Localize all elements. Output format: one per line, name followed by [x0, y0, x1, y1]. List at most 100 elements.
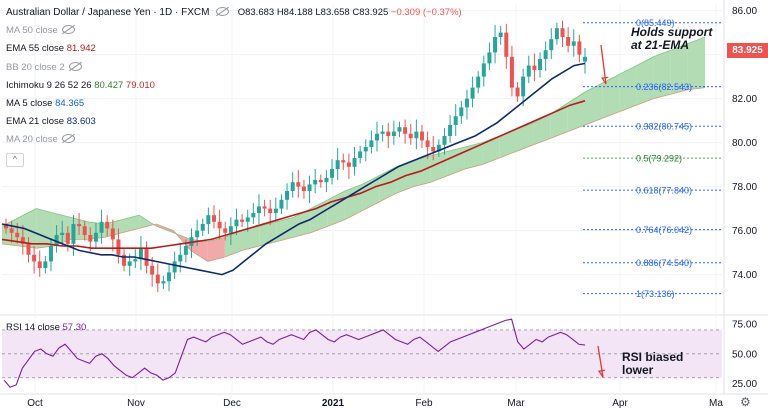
ema21-line — [1, 62, 586, 276]
candle-body — [54, 235, 59, 246]
candle-body — [509, 56, 514, 88]
candle — [493, 24, 498, 64]
candle — [26, 237, 31, 263]
candle — [178, 242, 183, 273]
time-tick-label: Feb — [415, 398, 433, 409]
candle — [60, 220, 65, 246]
hidden-eye-icon[interactable] — [61, 134, 75, 144]
legend-ma20[interactable]: MA 20 close — [6, 131, 462, 149]
settings-gear-icon[interactable]: ⚙ — [740, 395, 751, 409]
candle-body — [419, 131, 424, 141]
fibonacci-levels: 0(85.449) 0.236(82.543) 0.382(80.745) 0.5(7… — [583, 18, 723, 299]
candle-body — [341, 160, 346, 163]
candle — [307, 175, 312, 204]
candle-body — [217, 221, 222, 229]
rsi-tick-label: 50.00 — [732, 349, 757, 360]
legend-ema55[interactable]: EMA 55 close 81.942 — [6, 40, 462, 58]
cloud-segment — [224, 230, 243, 257]
candle-body — [543, 50, 548, 59]
legend-ma50[interactable]: MA 50 close — [6, 22, 462, 40]
candle — [93, 222, 98, 249]
candle-body — [155, 274, 160, 284]
symbol-row: Australian Dollar / Japanese Yen · 1D · … — [6, 4, 462, 22]
candle-body — [324, 177, 329, 183]
candle-body — [223, 228, 228, 233]
ohlc-close: C83.925 — [352, 7, 389, 18]
ohlc-high: H84.188 — [276, 7, 313, 18]
legend-ema21[interactable]: EMA 21 close 83.603 — [6, 113, 462, 131]
candle-body — [330, 169, 335, 178]
candle — [285, 183, 290, 210]
candle — [346, 153, 351, 179]
annotation-arrows — [597, 44, 609, 378]
candle-body — [318, 180, 323, 183]
ma20-label: MA 20 close — [6, 134, 58, 146]
candle-body — [566, 37, 571, 46]
price-tick-label: 86.00 — [732, 6, 757, 17]
candle-body — [352, 158, 357, 167]
candle — [133, 249, 138, 268]
candle-body — [48, 246, 53, 262]
candle-body — [285, 191, 290, 200]
candle — [380, 125, 385, 142]
candle-body — [256, 206, 261, 213]
candle-body — [375, 133, 380, 141]
candle-body — [296, 182, 301, 187]
candle-body — [313, 180, 318, 185]
candle-body — [161, 281, 166, 284]
candle-body — [583, 56, 587, 62]
time-tick-label: Nov — [127, 398, 145, 409]
candle-body — [206, 215, 211, 224]
ema55-label: EMA 55 close — [6, 43, 65, 55]
candle-body — [88, 235, 93, 242]
candle — [251, 203, 256, 224]
candle-body — [99, 221, 104, 233]
candle — [571, 29, 576, 57]
support-annotation-line1: Holds support — [631, 25, 713, 39]
candle — [43, 255, 48, 274]
legend-bb20[interactable]: BB 20 close 2 — [6, 59, 462, 77]
hidden-eye-icon[interactable] — [68, 61, 82, 71]
fib-label: 0.382(80.745) — [636, 122, 692, 132]
candle-body — [487, 52, 492, 64]
candle-body — [335, 160, 340, 169]
candle — [397, 121, 402, 138]
candle-body — [515, 87, 520, 97]
candle-body — [183, 246, 188, 255]
hidden-eye-icon[interactable] — [61, 25, 75, 35]
candle — [20, 225, 25, 255]
candle-body — [279, 199, 284, 209]
fib-label: 0.886(74.540) — [636, 258, 692, 268]
legend-ma5[interactable]: MA 5 close 84.365 — [6, 95, 462, 113]
candle — [403, 119, 408, 144]
collapse-legend-icon[interactable]: ^ — [6, 152, 24, 167]
candle-body — [60, 232, 65, 235]
candle — [110, 219, 115, 252]
candle — [549, 28, 554, 59]
eye-icon[interactable] — [216, 7, 230, 16]
candle-body — [290, 182, 295, 191]
candle-body — [493, 37, 498, 53]
legend-ichimoku[interactable]: Ichimoku 9 26 52 26 80.427 79.010 — [6, 77, 462, 95]
candle-body — [448, 125, 453, 136]
cloud-span-a — [1, 36, 706, 243]
ohlc-open: O83.683 — [237, 7, 275, 18]
candle-body — [15, 232, 20, 238]
candle-body — [363, 147, 368, 152]
candle — [554, 22, 559, 45]
candle — [262, 199, 267, 217]
candle — [313, 169, 318, 194]
cloud-segment — [190, 239, 208, 262]
candle — [54, 225, 59, 253]
candle — [223, 221, 228, 241]
candle-body — [178, 254, 183, 262]
indicator-legend: Australian Dollar / Japanese Yen · 1D · … — [6, 4, 462, 168]
candle — [515, 82, 520, 102]
candle-body — [403, 127, 408, 134]
candle-body — [431, 147, 436, 152]
candle — [369, 130, 374, 154]
cloud-segment — [584, 83, 603, 125]
candle-body — [71, 224, 76, 244]
bb20-label: BB 20 close 2 — [6, 61, 65, 73]
